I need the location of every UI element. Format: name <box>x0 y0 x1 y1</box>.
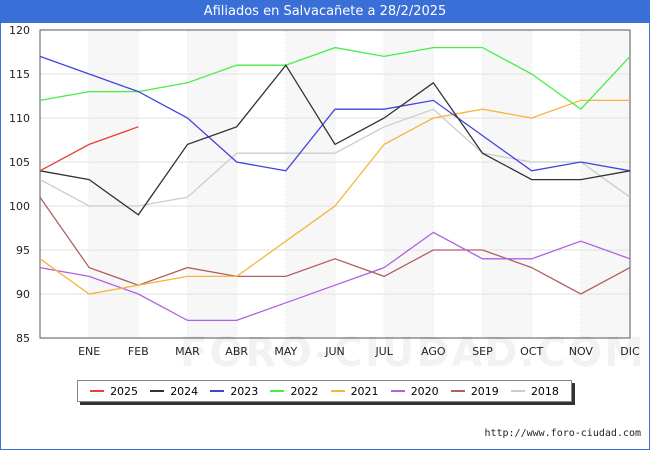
plot-band <box>335 30 385 338</box>
legend-item-2019: 2019 <box>450 384 499 398</box>
y-tick-label: 120 <box>9 24 30 37</box>
legend-label: 2019 <box>470 384 499 398</box>
legend-swatch <box>390 390 405 392</box>
legend-swatch <box>270 390 285 392</box>
source-url: http://www.foro-ciudad.com <box>484 428 641 439</box>
series-line-2020 <box>39 231 631 322</box>
legend-item-2021: 2021 <box>330 384 379 398</box>
x-tick-label: FEB <box>128 345 149 358</box>
plot-band <box>433 30 483 338</box>
series-line-2025 <box>39 126 139 172</box>
x-tick-label: AGO <box>421 345 446 358</box>
legend-item-2023: 2023 <box>210 385 258 398</box>
y-tick-label: 85 <box>16 332 30 345</box>
legend-label: 2024 <box>170 384 199 398</box>
series-line-2023 <box>39 55 631 172</box>
y-tick-label: 105 <box>9 156 30 169</box>
y-tick-label: 95 <box>16 244 30 257</box>
series-line-2024 <box>39 64 631 216</box>
series-line-2021 <box>39 99 630 295</box>
legend-item-2020: 2020 <box>390 384 439 398</box>
legend-swatch <box>330 390 345 392</box>
x-tick-label: DIC <box>620 345 640 358</box>
y-tick-label: 90 <box>16 288 30 301</box>
legend-label: 2021 <box>350 384 379 398</box>
y-tick-label: 110 <box>9 112 30 125</box>
x-tick-label: JUL <box>374 345 393 358</box>
legend-swatch <box>210 390 225 392</box>
legend-label: 2020 <box>410 384 439 398</box>
x-tick-label: ENE <box>78 345 100 358</box>
x-tick-label: ABR <box>225 345 248 358</box>
legend-swatch <box>450 390 465 392</box>
legend-item-2022: 2022 <box>270 385 318 398</box>
x-tick-label: OCT <box>520 345 543 358</box>
y-tick-label: 115 <box>9 68 30 81</box>
series-line-2018 <box>39 108 631 207</box>
x-tick-label: SEP <box>472 345 493 358</box>
plot-border <box>39 29 631 339</box>
x-tick-label: MAY <box>274 345 297 358</box>
y-tick-label: 100 <box>9 200 30 213</box>
legend-item-2024: 2024 <box>150 385 198 398</box>
x-tick-label: MAR <box>175 345 200 358</box>
legend-label: 2023 <box>230 384 259 398</box>
legend-swatch <box>150 390 165 392</box>
x-tick-label: JUN <box>324 345 345 358</box>
legend-item-2018: 2018 <box>510 384 559 398</box>
legend-item-2025: 2025 <box>90 385 138 398</box>
plot-band <box>138 30 188 338</box>
legend-label: 2018 <box>530 384 559 398</box>
watermark: FORO-CIUDAD.COM <box>180 330 646 376</box>
x-tick-label: NOV <box>569 345 594 358</box>
chart-title: Afiliados en Salvacañete a 28/2/2025 <box>1 1 649 23</box>
legend-swatch <box>510 390 525 392</box>
chart-legend: 2025 2024 2023 2022 2021 2020 2019 2018 <box>77 380 572 402</box>
plot-band <box>531 30 581 338</box>
legend-label: 2025 <box>110 384 139 398</box>
legend-label: 2022 <box>290 384 319 398</box>
plot-band <box>236 30 286 338</box>
legend-swatch <box>90 390 105 392</box>
